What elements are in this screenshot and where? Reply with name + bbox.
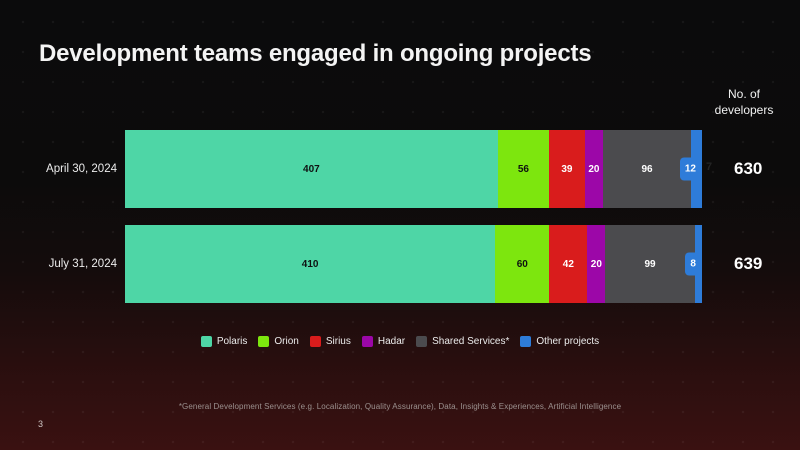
stacked-bar: 410 60 42 20 99 8: [125, 225, 702, 303]
slide-title: Development teams engaged in ongoing pro…: [39, 40, 592, 67]
legend-item-hadar: Hadar: [361, 336, 406, 347]
totals-column-header: No. of developers: [714, 87, 774, 118]
legend-swatch-orion: [258, 336, 270, 347]
legend-item-sirius: Sirius: [309, 336, 351, 347]
bar-segment-shared-services: 96: [603, 130, 691, 208]
bar-segment-hadar: 20: [587, 225, 606, 303]
segment-value-pill: 12: [679, 157, 701, 181]
legend-label: Hadar: [377, 336, 406, 347]
bar-segment-polaris: 407: [125, 130, 498, 208]
bar-segment-sirius: 42: [549, 225, 588, 303]
page-number: 3: [38, 419, 44, 429]
legend-item-polaris: Polaris: [200, 336, 248, 347]
stacked-bar: 407 56 39 20 96 12: [125, 130, 702, 208]
legend-label: Shared Services*: [432, 336, 510, 347]
legend-swatch-shared-services: [416, 336, 428, 347]
bar-segment-polaris: 410: [125, 225, 496, 303]
bar-segment-orion: 56: [497, 130, 550, 208]
row-total: 630: [734, 159, 763, 178]
footnote: *General Development Services (e.g. Loca…: [178, 402, 622, 411]
legend-label: Sirius: [325, 336, 351, 347]
row-total: 639: [734, 254, 763, 273]
bar-segment-shared-services: 99: [605, 225, 695, 303]
legend-swatch-hadar: [361, 336, 373, 347]
chart-row: April 30, 2024 407 56 39 20 96 12 630: [0, 130, 800, 208]
chart-legend: Polaris Orion Sirius Hadar Shared Services* O…: [0, 336, 800, 347]
legend-swatch-sirius: [309, 336, 321, 347]
stacked-bar-chart: April 30, 2024 407 56 39 20 96 12 630 July 31, 2…: [0, 130, 800, 303]
legend-label: Other projects: [536, 336, 600, 347]
legend-item-orion: Orion: [258, 336, 299, 347]
row-label: July 31, 2024: [48, 258, 117, 270]
legend-swatch-polaris: [200, 336, 212, 347]
segment-value-pill: 8: [685, 252, 701, 276]
row-label: April 30, 2024: [46, 163, 117, 175]
legend-item-other-projects: Other projects: [520, 336, 599, 347]
stray-mark: 7: [706, 161, 713, 173]
bar-segment-other-projects: 12: [679, 130, 702, 208]
bar-segment-hadar: 20: [584, 130, 604, 208]
legend-label: Orion: [274, 336, 299, 347]
legend-item-shared-services: Shared Services*: [416, 336, 509, 347]
bar-segment-sirius: 39: [549, 130, 585, 208]
legend-swatch-other-projects: [520, 336, 532, 347]
chart-row: July 31, 2024 410 60 42 20 99 8 639: [0, 225, 800, 303]
legend-label: Polaris: [216, 336, 248, 347]
bar-segment-orion: 60: [495, 225, 550, 303]
bar-segment-other-projects: 8: [685, 225, 702, 303]
